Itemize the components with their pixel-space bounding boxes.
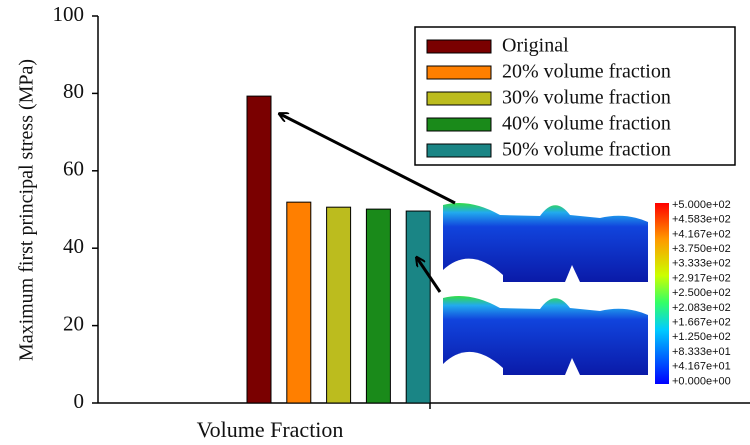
legend-swatch xyxy=(427,66,491,79)
bar xyxy=(247,96,271,403)
colorbar-label: +4.167e+02 xyxy=(672,228,731,240)
legend-swatch xyxy=(427,144,491,157)
colorbar-label: +2.083e+02 xyxy=(672,302,731,314)
y-tick-label: 20 xyxy=(63,311,84,335)
bar xyxy=(327,207,351,403)
legend-label: 50% volume fraction xyxy=(502,139,671,161)
colorbar-label: +3.333e+02 xyxy=(672,258,731,270)
colorbar-label: +3.750e+02 xyxy=(672,243,731,255)
y-tick-label: 0 xyxy=(74,389,85,413)
bar xyxy=(287,202,311,403)
y-tick-label: 60 xyxy=(63,157,84,181)
colorbar-label: +1.250e+02 xyxy=(672,331,731,343)
colorbar-label: +4.583e+02 xyxy=(672,214,731,226)
legend-swatch xyxy=(427,40,491,53)
bar xyxy=(366,209,390,403)
colorbar-label: +2.500e+02 xyxy=(672,287,731,299)
y-axis-label: Maximum first principal stress (MPa) xyxy=(16,59,38,361)
chart: Volume Fraction Maximum first principal … xyxy=(0,0,750,445)
legend-label: 40% volume fraction xyxy=(502,113,671,135)
colorbar-label: +2.917e+02 xyxy=(672,272,731,284)
colorbar-label: +4.167e+01 xyxy=(672,361,731,373)
legend-label: 20% volume fraction xyxy=(502,61,671,83)
legend-swatch xyxy=(427,92,491,105)
legend-label: 30% volume fraction xyxy=(502,87,671,109)
colorbar-label: +0.000e+00 xyxy=(672,375,731,387)
colorbar-labels: +5.000e+02 +4.583e+02 +4.167e+02 +3.750e+02… xyxy=(672,199,731,387)
colorbar-label: +5.000e+02 xyxy=(672,199,731,211)
y-tick-label: 80 xyxy=(63,79,84,103)
y-tick-label: 100 xyxy=(53,2,85,26)
colorbar-label: +1.667e+02 xyxy=(672,317,731,329)
bar xyxy=(406,211,430,403)
y-tick-label: 40 xyxy=(63,234,84,258)
fem-inset xyxy=(443,203,669,384)
x-axis-label: Volume Fraction xyxy=(197,417,344,442)
legend-swatch xyxy=(427,118,491,131)
colorbar-label: +8.333e+01 xyxy=(672,346,731,358)
legend-label: Original xyxy=(502,35,569,57)
